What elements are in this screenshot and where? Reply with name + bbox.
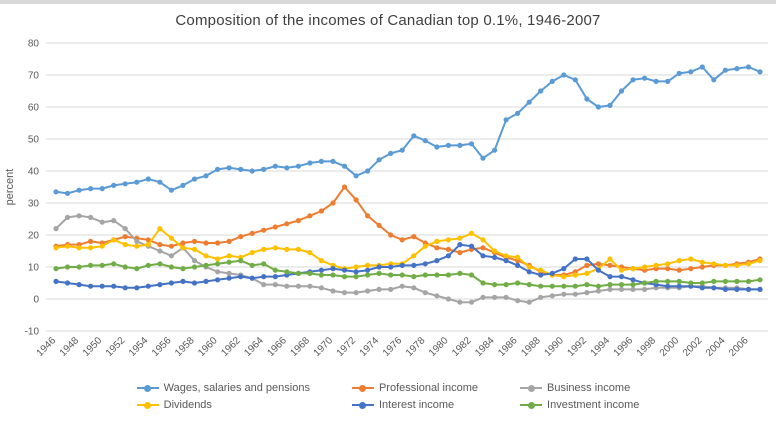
- chart-page: Composition of the incomes of Canadian t…: [0, 4, 776, 440]
- legend-item-professional[interactable]: Professional income: [351, 382, 479, 394]
- legend-label-interest: Interest income: [378, 399, 455, 411]
- professional-series-marker-icon: [351, 384, 374, 393]
- legend-label-professional: Professional income: [378, 382, 479, 394]
- legend-item-dividends[interactable]: Dividends: [136, 399, 310, 411]
- business-series-marker-icon: [520, 384, 543, 393]
- svg-text:1952: 1952: [104, 335, 128, 359]
- legend-item-investment[interactable]: Investment income: [520, 399, 639, 411]
- svg-text:10: 10: [28, 263, 40, 274]
- svg-text:1978: 1978: [404, 335, 428, 359]
- svg-text:1996: 1996: [612, 335, 636, 359]
- svg-text:1964: 1964: [242, 335, 266, 359]
- svg-text:1982: 1982: [450, 335, 474, 359]
- svg-text:1984: 1984: [473, 335, 497, 359]
- wages-series-marker-icon: [136, 384, 159, 393]
- svg-text:1998: 1998: [635, 335, 659, 359]
- legend-item-wages[interactable]: Wages, salaries and pensions: [136, 382, 310, 394]
- svg-text:1962: 1962: [219, 335, 243, 359]
- svg-text:1958: 1958: [173, 335, 197, 359]
- legend-label-dividends: Dividends: [163, 399, 212, 411]
- svg-text:1960: 1960: [196, 335, 220, 359]
- svg-text:80: 80: [28, 39, 40, 50]
- svg-text:40: 40: [28, 167, 40, 178]
- svg-text:1946: 1946: [35, 335, 59, 359]
- svg-text:20: 20: [28, 231, 40, 242]
- chart-legend: Wages, salaries and pensions Professiona…: [0, 382, 776, 411]
- legend-label-investment: Investment income: [547, 399, 640, 411]
- svg-text:-10: -10: [25, 327, 40, 338]
- svg-text:1986: 1986: [496, 335, 520, 359]
- svg-text:1976: 1976: [381, 335, 405, 359]
- svg-text:2004: 2004: [704, 335, 728, 359]
- svg-text:percent: percent: [4, 169, 16, 206]
- legend-item-business[interactable]: Business income: [520, 382, 639, 394]
- legend-label-business: Business income: [547, 382, 631, 394]
- legend-label-wages: Wages, salaries and pensions: [163, 382, 310, 394]
- svg-text:30: 30: [28, 199, 40, 210]
- svg-text:70: 70: [28, 71, 40, 82]
- svg-text:1974: 1974: [358, 335, 382, 359]
- svg-text:1970: 1970: [312, 335, 336, 359]
- svg-text:1966: 1966: [265, 335, 289, 359]
- svg-text:1968: 1968: [289, 335, 313, 359]
- svg-text:1972: 1972: [335, 335, 359, 359]
- chart-canvas: -10 0 10 20 30 40 50 60 70 80 1946 1948 1950 1952 1954…: [4, 39, 768, 359]
- svg-text:1994: 1994: [589, 335, 613, 359]
- investment-series-marker-icon: [520, 401, 543, 410]
- svg-text:2002: 2002: [681, 335, 705, 359]
- chart-area: -10 0 10 20 30 40 50 60 70 80 1946 1948 1950 1952 1954…: [0, 29, 776, 376]
- svg-text:1980: 1980: [427, 335, 451, 359]
- svg-text:1990: 1990: [542, 335, 566, 359]
- svg-text:1948: 1948: [58, 335, 82, 359]
- svg-text:1992: 1992: [566, 335, 590, 359]
- svg-text:2006: 2006: [727, 335, 751, 359]
- chart-title: Composition of the incomes of Canadian t…: [175, 12, 601, 29]
- svg-text:1988: 1988: [519, 335, 543, 359]
- interest-series-marker-icon: [351, 401, 374, 410]
- svg-text:50: 50: [28, 135, 40, 146]
- svg-text:1954: 1954: [127, 335, 151, 359]
- dividends-series-marker-icon: [136, 401, 159, 410]
- svg-text:0: 0: [33, 295, 39, 306]
- svg-text:1956: 1956: [150, 335, 174, 359]
- svg-text:2000: 2000: [658, 335, 682, 359]
- legend-item-interest[interactable]: Interest income: [351, 399, 478, 411]
- svg-text:60: 60: [28, 103, 40, 114]
- svg-text:1950: 1950: [81, 335, 105, 359]
- window-top-edge: [0, 0, 776, 4]
